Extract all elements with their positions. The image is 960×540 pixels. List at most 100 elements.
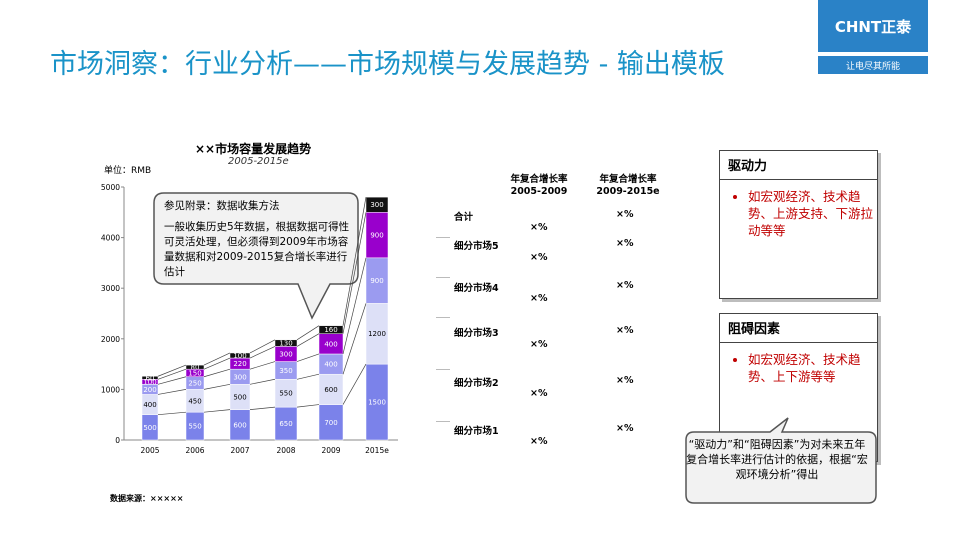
segment-connector-line bbox=[203, 409, 231, 413]
bar-value-label: 300 bbox=[279, 350, 292, 358]
cagr-value-seg2-1: ×% bbox=[530, 388, 548, 399]
bar-value-label: 220 bbox=[233, 360, 246, 368]
cagr-value-total-1: ×% bbox=[530, 222, 548, 233]
cagr-row-label-seg4: 细分市场4 bbox=[454, 283, 499, 294]
cagr-row-label-seg3: 细分市场3 bbox=[454, 328, 499, 339]
bar-value-label: 300 bbox=[370, 201, 383, 209]
segment-connector-line bbox=[157, 376, 187, 385]
cagr-value-seg5-1: ×% bbox=[530, 252, 548, 263]
row-divider bbox=[436, 317, 450, 318]
cagr-row-label-seg2: 细分市场2 bbox=[454, 378, 499, 389]
bar-value-label: 350 bbox=[279, 367, 292, 375]
segment-connector-line bbox=[157, 411, 187, 416]
cagr-row-label-total: 合计 bbox=[454, 212, 474, 223]
barriers-item: 如宏观经济、技术趋势、上下游等等 bbox=[748, 351, 877, 385]
segment-connector-line bbox=[342, 197, 367, 326]
company-logo: CHNT正泰 让电尽其所能 bbox=[818, 0, 928, 80]
segment-connector-line bbox=[296, 325, 320, 341]
segment-connector-line bbox=[342, 363, 367, 405]
data-source-note: 数据来源：××××× bbox=[110, 494, 184, 503]
drivers-divider bbox=[720, 179, 877, 180]
cagr-header-2009-2015: 年复合增长率 2009-2015e bbox=[588, 174, 668, 198]
segment-connector-line bbox=[249, 378, 276, 385]
bar-segment bbox=[318, 325, 344, 334]
note-bubble-shape bbox=[685, 417, 877, 504]
bar-segment bbox=[229, 352, 251, 359]
callout-bubble-path bbox=[153, 192, 359, 320]
logo-brand: CHNT正泰 bbox=[818, 0, 928, 52]
barriers-divider bbox=[720, 342, 877, 343]
bar-value-label: 200 bbox=[143, 386, 156, 394]
note-text: “驱动力”和“阻碍因素”为对未来五年复合增长率进行估计的依据，根据“宏观环境分析… bbox=[686, 438, 868, 481]
segment-connector-line bbox=[157, 389, 187, 395]
bar-value-label: 150 bbox=[188, 369, 201, 377]
bar-value-label: 400 bbox=[324, 340, 337, 348]
bar-value-label: 550 bbox=[188, 423, 201, 431]
segment-connector-line bbox=[157, 364, 187, 377]
segment-connector-line bbox=[249, 339, 276, 354]
cagr-value-seg4-2: ×% bbox=[616, 280, 634, 291]
bar-value-label: 500 bbox=[233, 393, 246, 401]
bar-value-label: 250 bbox=[188, 380, 201, 388]
x-tick-label: 2007 bbox=[230, 446, 249, 455]
bar-value-label: 650 bbox=[279, 420, 292, 428]
segment-connector-line bbox=[296, 404, 320, 408]
bar-value-label: 160 bbox=[324, 326, 337, 334]
cagr-value-seg2-2: ×% bbox=[616, 375, 634, 386]
cagr-header-2005-2009: 年复合增长率 2005-2009 bbox=[500, 174, 578, 198]
bar-value-label: 700 bbox=[324, 419, 337, 427]
drivers-list: 如宏观经济、技术趋势、上游支持、下游拉动等等 bbox=[720, 188, 877, 239]
segment-connector-line bbox=[203, 383, 231, 390]
row-divider bbox=[436, 277, 450, 278]
cagr-value-seg3-2: ×% bbox=[616, 325, 634, 336]
cagr-value-seg5-2: ×% bbox=[616, 238, 634, 249]
logo-tagline: 让电尽其所能 bbox=[818, 56, 928, 74]
cagr-row-label-seg5: 细分市场5 bbox=[454, 241, 499, 252]
y-tick-label: 5000 bbox=[101, 183, 120, 192]
bar-value-label: 60 bbox=[146, 374, 155, 382]
bar-value-label: 100 bbox=[143, 378, 156, 386]
x-tick-label: 2005 bbox=[140, 446, 159, 455]
cagr-value-seg1-2: ×% bbox=[616, 423, 634, 434]
cagr-header-1-text: 年复合增长率 2005-2009 bbox=[510, 174, 568, 197]
bar-value-label: 600 bbox=[324, 386, 337, 394]
chart-title: ××市场容量发展趋势 bbox=[195, 142, 312, 156]
bar-value-label: 900 bbox=[370, 277, 383, 285]
bar-value-label: 550 bbox=[279, 390, 292, 398]
y-tick-label: 1000 bbox=[101, 385, 120, 394]
callout-text: 参见附录：数据收集方法 一般收集历史5年数据，根据数据可得性可灵活处理，但必须得… bbox=[164, 199, 354, 280]
bar-value-label: 400 bbox=[324, 361, 337, 369]
page-title: 市场洞察：行业分析——市场规模与发展趋势 - 输出模板 bbox=[50, 49, 725, 80]
bar-value-label: 300 bbox=[233, 373, 246, 381]
bar-segment bbox=[141, 375, 159, 380]
segment-connector-line bbox=[249, 361, 276, 370]
x-tick-label: 2015e bbox=[365, 446, 389, 455]
bar-value-label: 500 bbox=[143, 424, 156, 432]
bar-value-label: 450 bbox=[188, 397, 201, 405]
segment-connector-line bbox=[342, 257, 367, 355]
y-tick-label: 4000 bbox=[101, 234, 120, 243]
bar-value-label: 900 bbox=[370, 232, 383, 240]
y-tick-label: 0 bbox=[115, 436, 120, 445]
row-divider bbox=[436, 421, 450, 422]
chart-unit-label: 单位：RMB bbox=[104, 166, 152, 176]
drivers-box: 驱动力 如宏观经济、技术趋势、上游支持、下游拉动等等 bbox=[719, 150, 878, 299]
bar-segment bbox=[185, 364, 205, 370]
segment-connector-line bbox=[296, 373, 320, 380]
segment-connector-line bbox=[296, 333, 320, 347]
segment-connector-line bbox=[249, 346, 276, 359]
segment-connector-line bbox=[203, 352, 231, 366]
y-tick-label: 2000 bbox=[101, 335, 120, 344]
cagr-header-2-text: 年复合增长率 2009-2015e bbox=[596, 174, 660, 197]
segment-connector-line bbox=[203, 357, 231, 370]
bar-value-label: 1500 bbox=[368, 399, 386, 407]
barriers-list: 如宏观经济、技术趋势、上下游等等 bbox=[720, 351, 877, 385]
bar-value-label: 100 bbox=[233, 352, 246, 360]
chart-subtitle: 2005-2015e bbox=[228, 156, 289, 167]
drivers-item: 如宏观经济、技术趋势、上游支持、下游拉动等等 bbox=[748, 188, 877, 239]
bar-segment bbox=[274, 339, 298, 347]
row-divider bbox=[436, 369, 450, 370]
callout-bubble bbox=[153, 192, 359, 320]
